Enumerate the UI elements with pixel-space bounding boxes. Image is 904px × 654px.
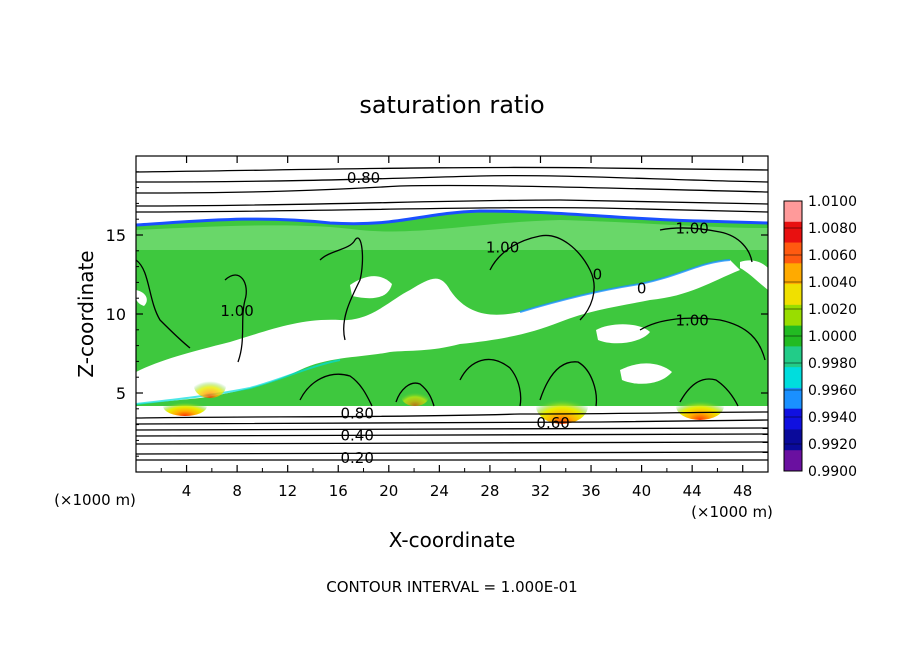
x-tick-label: 8 [232, 482, 242, 500]
colorbar-label: 0.9960 [808, 383, 857, 399]
contour-interval-footer: CONTOUR INTERVAL = 1.000E-01 [326, 578, 577, 596]
colorbar-swatch [784, 221, 802, 244]
colorbar-swatch [784, 429, 802, 451]
colorbar-label: 1.0040 [808, 275, 857, 291]
contour-label: 0.60 [536, 414, 569, 432]
x-tick-label: 24 [430, 482, 449, 500]
contour-label: 0 [593, 266, 603, 284]
colorbar-label: 1.0000 [808, 329, 857, 345]
dry-band [136, 260, 740, 404]
colorbar-label: 1.0100 [808, 194, 857, 210]
x-tick-label: 48 [733, 482, 752, 500]
colorbar-swatch [784, 408, 802, 430]
colorbar-label: 1.0060 [808, 248, 857, 264]
x-tick-label: 16 [329, 482, 348, 500]
x-unit-label-right: (×1000 m) [691, 503, 773, 521]
contour-label: 0.80 [340, 405, 373, 423]
contour-label: 0 [637, 280, 647, 298]
colorbar-swatch [784, 201, 802, 223]
colorbar-label: 1.0080 [808, 221, 857, 237]
contour-label: 1.00 [486, 239, 519, 257]
colorbar-label: 0.9940 [808, 410, 857, 426]
y-tick-label: 5 [116, 384, 126, 403]
x-tick-label: 28 [480, 482, 499, 500]
colorbar-swatch [784, 284, 802, 306]
colorbar-label: 0.9900 [808, 464, 857, 480]
colorbar-label: 1.0020 [808, 302, 857, 318]
contour-label: 1.00 [675, 220, 708, 238]
contour-labels: 0.80 1.00 1.00 1.00 1.00 0 0 0.80 0.60 0.40 0.20 [220, 169, 708, 467]
x-tick-label: 12 [278, 482, 297, 500]
contour-label: 1.00 [675, 311, 708, 329]
colorbar-swatch [784, 346, 802, 368]
contour-label: 0.20 [340, 449, 373, 467]
x-tick-label: 44 [683, 482, 702, 500]
y-axis: 5 10 15 [106, 171, 768, 457]
x-axis: 4 8 12 16 20 24 28 32 36 40 44 48 [160, 156, 752, 500]
colorbar-swatch [784, 263, 802, 285]
colorbar-label: 0.9980 [808, 356, 857, 372]
x-unit-label-left: (×1000 m) [54, 491, 136, 509]
colorbar-swatch [784, 367, 802, 389]
colorbar-label: 0.9920 [808, 437, 857, 453]
colorbar-swatch [784, 450, 802, 472]
x-tick-label: 4 [182, 482, 192, 500]
saturation-field [136, 156, 768, 472]
x-tick-label: 40 [632, 482, 651, 500]
x-tick-label: 20 [379, 482, 398, 500]
contour-label: 0.80 [347, 169, 380, 187]
y-tick-label: 15 [106, 226, 126, 245]
x-tick-label: 36 [581, 482, 600, 500]
colorbar-swatch [784, 387, 802, 410]
chart-title: saturation ratio [359, 91, 544, 119]
contour-lines [136, 166, 768, 461]
y-axis-title: Z-coordinate [74, 250, 98, 377]
colorbar-swatch [784, 242, 802, 264]
cloud-top-edge [136, 209, 768, 227]
y-tick-label: 10 [106, 305, 126, 324]
contour-label: 0.40 [340, 427, 373, 445]
colorbar-swatch [784, 304, 802, 327]
contour-label: 1.00 [220, 302, 253, 320]
colorbar: 1.0100 1.0080 1.0060 1.0040 1.0020 1.0000 0.99… [783, 194, 857, 480]
x-axis-title: X-coordinate [389, 528, 516, 552]
x-tick-label: 32 [531, 482, 550, 500]
